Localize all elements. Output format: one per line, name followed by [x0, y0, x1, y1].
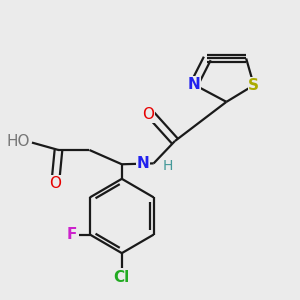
Text: H: H — [163, 159, 173, 173]
Text: O: O — [50, 176, 61, 191]
Text: S: S — [248, 78, 259, 93]
Text: N: N — [188, 77, 200, 92]
Text: F: F — [67, 227, 77, 242]
Text: Cl: Cl — [114, 270, 130, 285]
Text: O: O — [142, 107, 154, 122]
Text: N: N — [136, 156, 149, 171]
Text: HO: HO — [7, 134, 31, 148]
